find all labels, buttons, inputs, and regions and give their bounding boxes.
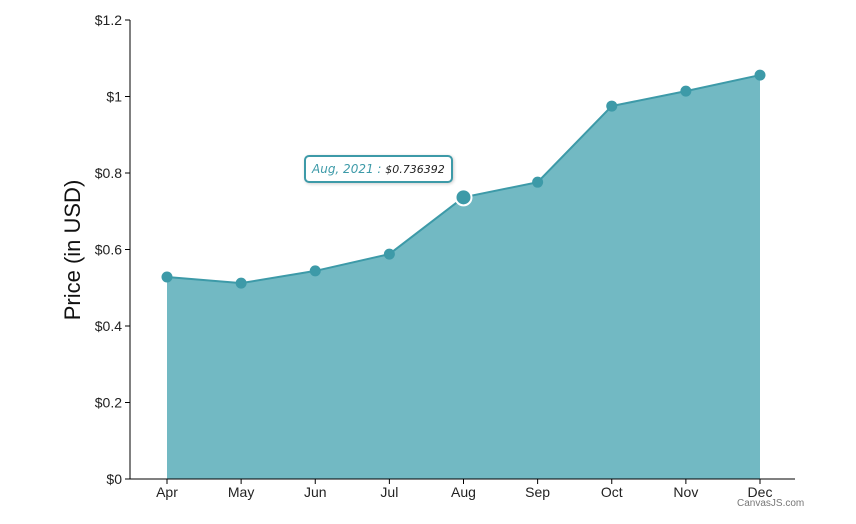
x-tick-label: May [228, 484, 254, 500]
y-tick-label: $0.6 [95, 242, 122, 258]
tooltip: Aug, 2021 : $0.736392 [304, 155, 453, 183]
x-tick-label: Aug [451, 484, 476, 500]
y-tick-label: $1 [106, 89, 122, 105]
data-point [532, 176, 544, 188]
y-tick-label: $0.2 [95, 395, 122, 411]
area-fill [167, 75, 760, 479]
x-tick-label: Jun [304, 484, 327, 500]
y-axis-title: Price (in USD) [60, 180, 85, 321]
data-point [754, 69, 766, 81]
x-tick-label: Apr [156, 484, 178, 500]
data-point [161, 271, 173, 283]
tooltip-value: $0.736392 [385, 163, 445, 176]
y-tick-label: $0.8 [95, 165, 122, 181]
data-point [680, 85, 692, 97]
x-tick-label: Dec [748, 484, 773, 500]
x-tick-label: Oct [601, 484, 623, 500]
canvasjs-credit-link[interactable]: CanvasJS.com [737, 498, 805, 509]
x-tick-label: Jul [380, 484, 398, 500]
y-tick-label: $1.2 [95, 12, 122, 28]
y-tick-label: $0.4 [95, 318, 122, 334]
tooltip-label: Aug, 2021 : [312, 162, 382, 176]
data-point [235, 277, 247, 289]
x-tick-label: Sep [525, 484, 550, 500]
data-point [309, 265, 321, 277]
data-point [383, 248, 395, 260]
y-tick-label: $0 [106, 471, 122, 487]
data-point [454, 188, 473, 207]
data-point [606, 100, 618, 112]
x-tick-label: Nov [673, 484, 698, 500]
